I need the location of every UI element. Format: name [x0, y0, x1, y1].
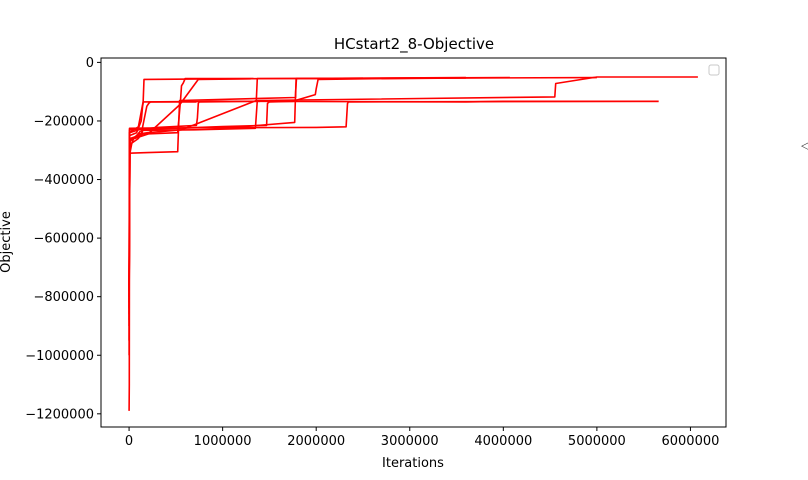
series-line-10	[128, 77, 254, 291]
series-line-3	[128, 76, 510, 327]
y-tick-label: −1200000	[25, 407, 94, 422]
y-tick-label: −600000	[33, 232, 94, 247]
x-tick-label: 2000000	[287, 434, 345, 449]
x-tick-label: 3000000	[381, 434, 439, 449]
x-tick-label: 0	[125, 434, 133, 449]
y-tick-label: −400000	[33, 173, 94, 188]
series-line-2	[128, 100, 659, 356]
x-tick-label: 6000000	[661, 434, 719, 449]
chart-title: HCstart2_8-Objective	[334, 35, 494, 54]
y-axis-label: Objective	[0, 211, 14, 273]
plot-frame	[100, 57, 727, 428]
series-line-12	[128, 100, 261, 286]
side-arrow-icon: ◁	[801, 139, 808, 152]
y-tick-label: 0	[86, 56, 94, 71]
series-line-7	[128, 100, 659, 309]
series-line-9	[128, 76, 597, 303]
x-axis: 0 1000000 2000000 3000000 4000000 5000000 6000…	[125, 427, 719, 449]
series-line-8	[128, 101, 197, 297]
series-layer	[128, 76, 698, 411]
series-line-6	[128, 77, 364, 315]
x-tick-label: 1000000	[194, 434, 252, 449]
y-axis: 0 −200000 −400000 −600000 −800000 −1000000 −12…	[25, 56, 101, 422]
y-tick-label: −800000	[33, 290, 94, 305]
y-tick-label: −200000	[33, 114, 94, 129]
x-tick-label: 4000000	[474, 434, 532, 449]
y-tick-label: −1000000	[25, 349, 94, 364]
x-tick-label: 5000000	[568, 434, 626, 449]
x-axis-label: Iterations	[382, 456, 444, 471]
legend-box	[708, 64, 720, 76]
